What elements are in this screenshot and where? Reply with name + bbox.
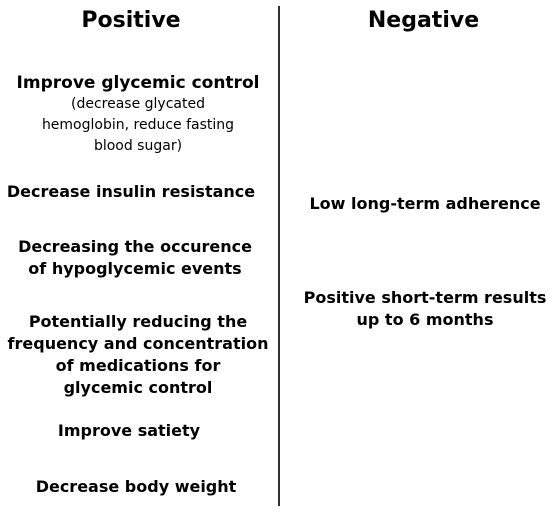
negative-item-short-term-results: Positive short-term results up to 6 mont…	[297, 287, 550, 331]
item-detail-line: blood sugar)	[93, 138, 183, 154]
item-detail-line: hemoglobin, reduce fasting	[41, 117, 235, 133]
item-line: Decreasing the occurence	[18, 237, 252, 256]
positive-heading: Positive	[81, 8, 181, 33]
negative-heading: Negative	[367, 8, 480, 33]
positive-item-insulin-resistance: Decrease insulin resistance	[0, 181, 262, 203]
item-line: Decrease insulin resistance	[6, 182, 256, 201]
negative-item-adherence: Low long-term adherence	[297, 193, 550, 215]
positive-item-medications: Potentially reducing the frequency and c…	[0, 311, 276, 399]
item-line: up to 6 months	[356, 310, 494, 329]
item-line: Improve satiety	[57, 421, 201, 440]
positive-item-body-weight: Decrease body weight	[0, 476, 272, 498]
positive-item-glycemic-control: Improve glycemic control (decrease glyca…	[0, 72, 276, 157]
item-line: of hypoglycemic events	[28, 259, 242, 278]
item-line: Potentially reducing the	[28, 312, 248, 331]
item-line: frequency and concentration	[7, 334, 269, 353]
positive-item-hypoglycemic-events: Decreasing the occurence of hypoglycemic…	[0, 236, 270, 280]
positive-item-satiety: Improve satiety	[0, 420, 258, 442]
item-detail-line: (decrease glycated	[71, 96, 205, 112]
item-line: Positive short-term results	[303, 288, 547, 307]
item-line: Decrease body weight	[35, 477, 237, 496]
item-line: glycemic control	[63, 378, 213, 397]
item-line: Low long-term adherence	[309, 194, 541, 213]
column-divider	[278, 6, 280, 506]
item-line: of medications for	[55, 356, 221, 375]
item-title: Improve glycemic control	[16, 73, 260, 93]
